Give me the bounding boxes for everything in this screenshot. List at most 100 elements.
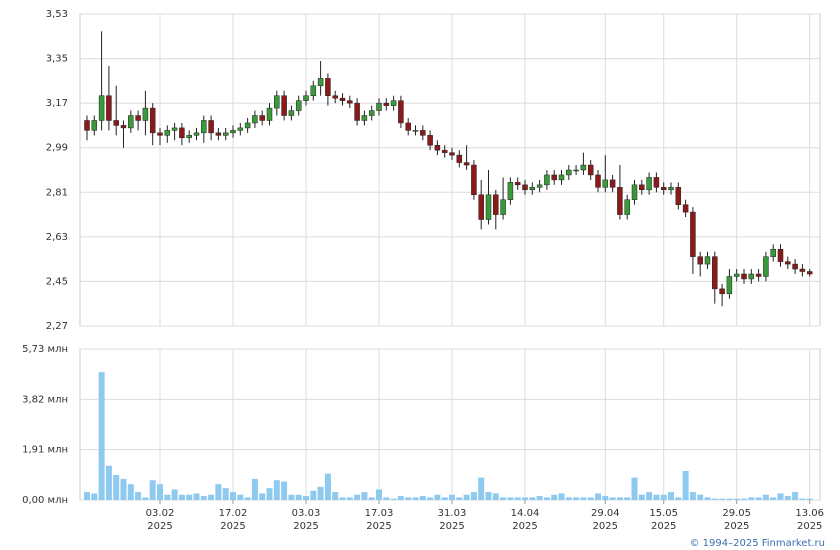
volume-bar [514,497,521,500]
x-tick-label: 14.04 [511,508,540,519]
candle-body [274,95,280,109]
candle-body [763,256,769,277]
volume-bar [792,492,799,500]
volume-bar [726,498,733,500]
price-panel [79,13,821,327]
candle-body [230,130,236,134]
volume-bar [251,478,258,500]
candle-body [602,179,609,188]
volume-bar [215,484,222,500]
candle-body [252,115,258,124]
candle-body [544,174,550,186]
candle-body [522,184,528,191]
candle-body [193,132,200,136]
volume-bar [806,498,813,500]
candle-body [186,135,192,139]
candle-body [697,256,703,265]
volume-bar [419,496,426,500]
candle-body [500,199,506,215]
candle-body [660,187,667,191]
candle-body [675,187,682,205]
volume-bar [646,492,653,500]
volume-bar [310,490,317,500]
y-tick-label: 2,27 [46,321,68,332]
candle-body [631,184,638,200]
volume-bar [682,471,689,500]
volume-bar [149,480,156,500]
candle-body [456,154,463,163]
candle-body [799,268,806,272]
x-tick-label: 2025 [651,521,676,532]
volume-bar [164,494,171,500]
volume-bar [631,477,638,500]
volume-bar [609,497,616,500]
volume-bar [142,497,149,500]
x-tick-label: 2025 [293,521,318,532]
volume-bar [259,493,266,500]
volume-bar [675,497,682,500]
candle-body [405,122,411,131]
candle-body [361,115,368,121]
candle-body [339,97,346,101]
candle-body [157,132,163,136]
volume-bar [470,492,477,500]
volume-bar [361,492,368,500]
volume-bar [522,497,528,500]
volume-panel [79,348,821,501]
candle-body [595,174,601,188]
volume-bar [558,493,565,500]
candle-body [237,127,244,131]
candle-body [639,184,645,191]
volume-bar [463,494,470,500]
x-tick-label: 2025 [593,521,618,532]
x-tick-label: 2025 [439,521,464,532]
volume-bar [711,498,718,500]
y-tick-label: 3,17 [46,98,68,109]
y-tick-label: 3,53 [46,9,68,20]
volume-bar [748,497,755,500]
x-tick-label: 29.05 [722,508,751,519]
volume-bar [602,496,609,500]
candle-body [259,115,265,121]
x-tick-label: 13.06 [795,508,824,519]
volume-bar [719,498,726,500]
volume-bar [113,474,120,500]
volume-bar [733,498,740,500]
volume-bar [755,497,762,500]
candle-body [741,273,747,280]
volume-bar [587,497,594,500]
candle-body [493,194,499,215]
candle-body [317,78,324,87]
volume-bar [346,497,353,500]
candle-body [149,107,156,134]
y-tick-label: 3,82 млн [22,394,68,405]
candle-body [376,102,382,111]
volume-bar [237,494,244,500]
candle-body [310,85,317,96]
volume-bar [324,473,331,500]
volume-bar [697,494,704,500]
volume-bar [230,492,236,500]
volume-bar [595,493,601,500]
volume-bar [303,496,309,500]
candle-body [434,144,441,151]
volume-bar [339,497,346,500]
candle-body [135,115,141,121]
candle-body [587,164,594,176]
volume-bar [543,497,550,500]
candle-body [777,248,784,262]
y-tick-label: 2,99 [46,143,68,154]
candle-body [98,95,105,121]
candle-body [120,125,127,129]
candle-body [529,187,536,191]
candle-body [755,273,762,277]
x-tick-label: 2025 [512,521,537,532]
volume-bar [799,498,806,500]
volume-bar [186,494,193,500]
volume-bar [281,481,288,500]
candle-body [463,162,470,166]
candle-body [704,256,711,265]
candle-body [573,169,579,172]
x-tick-label: 15.05 [649,508,678,519]
